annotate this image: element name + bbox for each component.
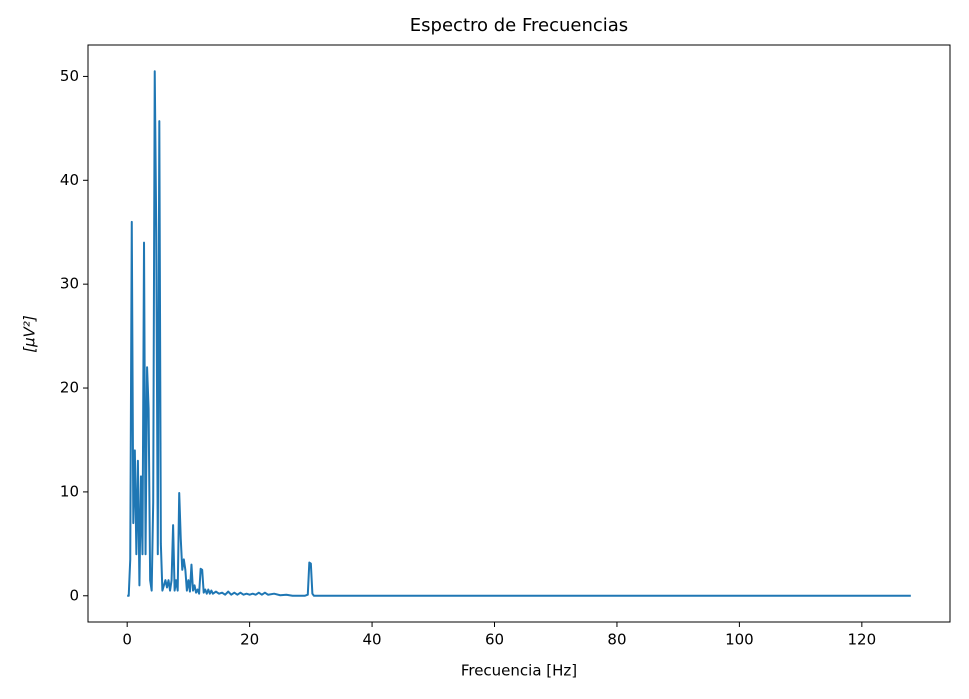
- y-tick-label: 50: [60, 67, 79, 85]
- x-tick-label: 0: [122, 631, 132, 649]
- x-tick-label: 60: [485, 631, 504, 649]
- x-tick-label: 80: [607, 631, 626, 649]
- y-axis-label: [μV²]: [21, 315, 39, 353]
- x-tick-label: 20: [240, 631, 259, 649]
- spectrum-line: [127, 70, 911, 597]
- x-tick-label: 100: [725, 631, 754, 649]
- y-tick-label: 10: [60, 482, 79, 500]
- x-tick-label: 40: [363, 631, 382, 649]
- x-tick-label: 120: [848, 631, 877, 649]
- y-tick-label: 20: [60, 379, 79, 397]
- chart-title: Espectro de Frecuencias: [410, 15, 628, 36]
- y-tick-label: 30: [60, 275, 79, 293]
- x-axis-label: Frecuencia [Hz]: [461, 662, 577, 680]
- y-tick-label: 40: [60, 171, 79, 189]
- axes-frame: [87, 44, 951, 623]
- y-tick-label: 0: [69, 586, 79, 604]
